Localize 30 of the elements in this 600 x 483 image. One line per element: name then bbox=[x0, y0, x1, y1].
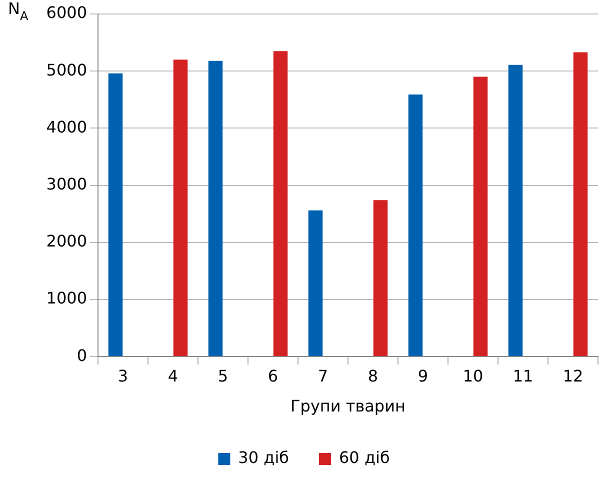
bar bbox=[208, 60, 223, 356]
x-tick-label: 5 bbox=[218, 366, 228, 386]
bar bbox=[273, 51, 288, 356]
bar bbox=[373, 200, 388, 356]
bar bbox=[108, 73, 123, 356]
x-tick-label: 11 bbox=[512, 366, 534, 386]
y-tick-label: 6000 bbox=[46, 3, 87, 22]
x-tick-label: 6 bbox=[268, 366, 278, 386]
x-tick-label: 7 bbox=[318, 366, 328, 386]
legend-label: 60 діб bbox=[339, 448, 390, 468]
x-tick-label: 9 bbox=[418, 366, 428, 386]
bar bbox=[508, 64, 523, 356]
y-tick-label: 3000 bbox=[46, 174, 87, 194]
y-tick-label: 0 bbox=[76, 346, 87, 365]
bar bbox=[173, 60, 188, 356]
bar bbox=[408, 94, 423, 356]
x-tick-label: 8 bbox=[368, 366, 378, 386]
y-tick-label: 4000 bbox=[46, 117, 87, 136]
bar bbox=[573, 52, 588, 356]
x-axis-title: Групи тварин bbox=[290, 396, 406, 416]
x-tick-label: 3 bbox=[118, 366, 128, 386]
bar bbox=[473, 76, 488, 356]
x-tick-label: 10 bbox=[462, 366, 484, 386]
y-tick-label: 1000 bbox=[46, 288, 87, 308]
bar bbox=[308, 210, 323, 356]
x-tick-label: 12 bbox=[562, 366, 584, 386]
y-tick-label: 5000 bbox=[46, 60, 87, 80]
y-tick-label: 2000 bbox=[46, 232, 87, 251]
x-tick-label: 4 bbox=[168, 366, 178, 386]
legend-label: 30 діб bbox=[238, 448, 290, 468]
